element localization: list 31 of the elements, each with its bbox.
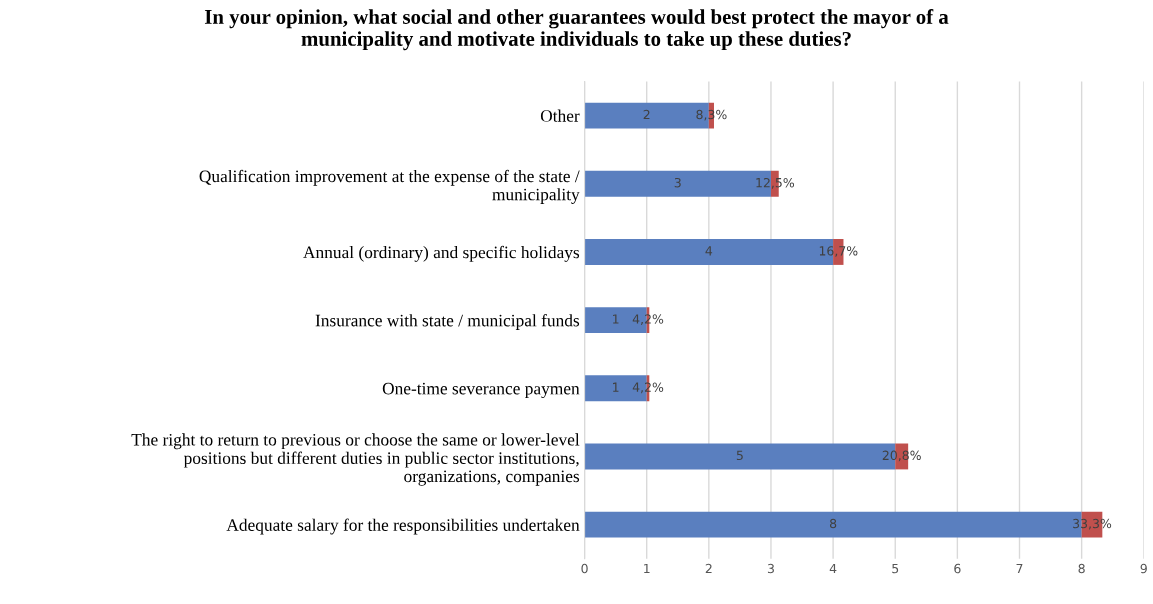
- chart-title: In your opinion, what social and other guarantees would best protect the mayor of a municipality and motivate individuals to take up these duties?: [204, 9, 949, 51]
- x-tick-label: 0: [581, 563, 588, 574]
- x-tick-label: 8: [1078, 563, 1085, 574]
- x-tick-label: 2: [705, 563, 712, 574]
- y-tick-label: Other: [540, 109, 580, 122]
- data-label: 1: [613, 314, 619, 324]
- x-tick-label: 9: [1140, 563, 1147, 574]
- y-tick-label: Qualification improvement at the expense of the state / municipality: [199, 169, 580, 204]
- x-tick-label: 5: [892, 563, 899, 574]
- y-tick-label: Insurance with state / municipal funds: [315, 314, 580, 330]
- data-label: 5: [736, 450, 743, 461]
- data-label: 4: [705, 246, 713, 256]
- data-label: 16,7%: [819, 246, 858, 257]
- data-label: 20,8%: [882, 450, 921, 462]
- data-label: 4,2%: [632, 382, 664, 394]
- data-label: 12,5%: [756, 177, 795, 189]
- y-tick-label: Adequate salary for the responsibilities undertaken: [226, 518, 580, 535]
- x-tick-label: 7: [1016, 563, 1023, 574]
- x-tick-label: 4: [829, 563, 837, 574]
- data-label: 3: [674, 177, 681, 188]
- data-label: 4,2%: [632, 314, 664, 326]
- x-tick-label: 3: [767, 563, 774, 574]
- y-tick-label: One-time severance paymen: [382, 382, 580, 399]
- data-label: 1: [613, 382, 619, 392]
- data-label: 8: [829, 518, 837, 529]
- x-tick-label: 1: [644, 563, 650, 574]
- y-tick-label: The right to return to previous or choose the same or lower-level positions but different duties in public sector institutions, organizations, companies: [131, 433, 580, 486]
- data-label: 2: [643, 109, 650, 120]
- y-tick-label: Annual (ordinary) and specific holidays: [303, 245, 580, 262]
- data-label: 8,3%: [696, 109, 727, 121]
- x-tick-label: 6: [954, 563, 961, 574]
